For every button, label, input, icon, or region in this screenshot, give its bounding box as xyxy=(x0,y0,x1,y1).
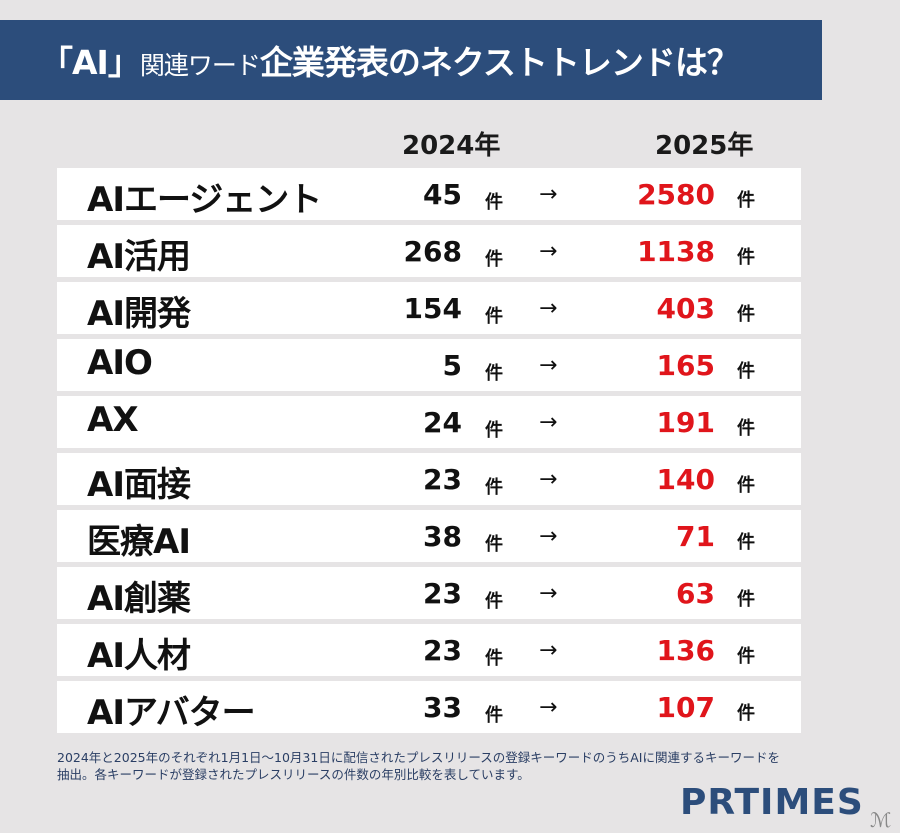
unit-label: 件 xyxy=(737,646,755,667)
keyword-label: AIO xyxy=(87,343,153,383)
table-row: AIO 5 件 → 165 件 xyxy=(57,339,801,391)
arrow-right-icon: → xyxy=(539,638,558,663)
keyword-label: AX xyxy=(87,400,139,440)
arrow-right-icon: → xyxy=(539,410,558,435)
unit-label: 件 xyxy=(485,249,503,270)
keyword-label: 医療AI xyxy=(87,522,191,562)
count-2025: 2580 xyxy=(637,178,715,211)
unit-label: 件 xyxy=(737,361,755,382)
keyword-label: AI創薬 xyxy=(87,579,191,619)
table-row: AI開発 154 件 → 403 件 xyxy=(57,282,801,334)
column-header-2024: 2024年 xyxy=(402,131,501,161)
count-2025: 136 xyxy=(656,634,715,667)
unit-label: 件 xyxy=(485,705,503,726)
keyword-label: AI開発 xyxy=(87,294,191,334)
unit-label: 件 xyxy=(737,247,755,268)
arrow-right-icon: → xyxy=(539,296,558,321)
prtimes-logo: PRTIMES xyxy=(680,782,864,823)
unit-label: 件 xyxy=(485,363,503,384)
arrow-right-icon: → xyxy=(539,467,558,492)
unit-label: 件 xyxy=(737,190,755,211)
unit-label: 件 xyxy=(737,589,755,610)
table-row: AI創薬 23 件 → 63 件 xyxy=(57,567,801,619)
unit-label: 件 xyxy=(485,648,503,669)
unit-label: 件 xyxy=(485,477,503,498)
unit-label: 件 xyxy=(485,192,503,213)
arrow-right-icon: → xyxy=(539,695,558,720)
unit-label: 件 xyxy=(485,420,503,441)
arrow-right-icon: → xyxy=(539,239,558,264)
title-part-ai: 「AI」 xyxy=(40,43,141,82)
unit-label: 件 xyxy=(737,418,755,439)
keyword-label: AI面接 xyxy=(87,465,191,505)
unit-label: 件 xyxy=(737,703,755,724)
count-2025: 191 xyxy=(656,406,715,439)
keyword-label: AI活用 xyxy=(87,237,191,277)
title-part-keyword: 関連ワード xyxy=(139,51,261,80)
keyword-label: AIエージェント xyxy=(87,180,322,220)
count-2024: 5 xyxy=(442,349,462,382)
count-2025: 71 xyxy=(676,520,715,553)
count-2025: 1138 xyxy=(637,235,715,268)
table-row: AX 24 件 → 191 件 xyxy=(57,396,801,448)
page-title: 「AI」関連ワード企業発表のネクストトレンドは？ xyxy=(40,36,740,84)
table-row: AI活用 268 件 → 1138 件 xyxy=(57,225,801,277)
unit-label: 件 xyxy=(737,304,755,325)
watermark-icon: ℳ xyxy=(870,808,892,832)
count-2024: 23 xyxy=(423,463,462,496)
count-2025: 63 xyxy=(676,577,715,610)
count-2025: 403 xyxy=(656,292,715,325)
arrow-right-icon: → xyxy=(539,524,558,549)
table-row: 医療AI 38 件 → 71 件 xyxy=(57,510,801,562)
column-header-2025: 2025年 xyxy=(655,131,754,161)
unit-label: 件 xyxy=(737,475,755,496)
count-2024: 268 xyxy=(403,235,462,268)
footnote-line-1: 2024年と2025年のそれぞれ1月1日～10月31日に配信されたプレスリリース… xyxy=(57,750,780,765)
keyword-table: AIエージェント 45 件 → 2580 件 AI活用 268 件 → 1138 件 AI開発 154 件 →… xyxy=(57,168,801,738)
arrow-right-icon: → xyxy=(539,581,558,606)
count-2024: 38 xyxy=(423,520,462,553)
count-2025: 165 xyxy=(656,349,715,382)
table-row: AI人材 23 件 → 136 件 xyxy=(57,624,801,676)
unit-label: 件 xyxy=(737,532,755,553)
count-2024: 24 xyxy=(423,406,462,439)
unit-label: 件 xyxy=(485,534,503,555)
count-2024: 33 xyxy=(423,691,462,724)
unit-label: 件 xyxy=(485,306,503,327)
table-row: AIアバター 33 件 → 107 件 xyxy=(57,681,801,733)
table-row: AIエージェント 45 件 → 2580 件 xyxy=(57,168,801,220)
footnote: 2024年と2025年のそれぞれ1月1日～10月31日に配信されたプレスリリース… xyxy=(57,749,857,783)
count-2024: 45 xyxy=(423,178,462,211)
unit-label: 件 xyxy=(485,591,503,612)
table-row: AI面接 23 件 → 140 件 xyxy=(57,453,801,505)
count-2024: 23 xyxy=(423,577,462,610)
keyword-label: AIアバター xyxy=(87,693,256,733)
title-part-main: 企業発表のネクストトレンドは？ xyxy=(259,43,740,82)
keyword-label: AI人材 xyxy=(87,636,191,676)
footnote-line-2: 抽出。各キーワードが登録されたプレスリリースの件数の年別比較を表しています。 xyxy=(57,767,530,782)
count-2024: 154 xyxy=(403,292,462,325)
count-2025: 107 xyxy=(656,691,715,724)
count-2024: 23 xyxy=(423,634,462,667)
title-banner: 「AI」関連ワード企業発表のネクストトレンドは？ xyxy=(0,20,822,100)
arrow-right-icon: → xyxy=(539,353,558,378)
count-2025: 140 xyxy=(656,463,715,496)
arrow-right-icon: → xyxy=(539,182,558,207)
